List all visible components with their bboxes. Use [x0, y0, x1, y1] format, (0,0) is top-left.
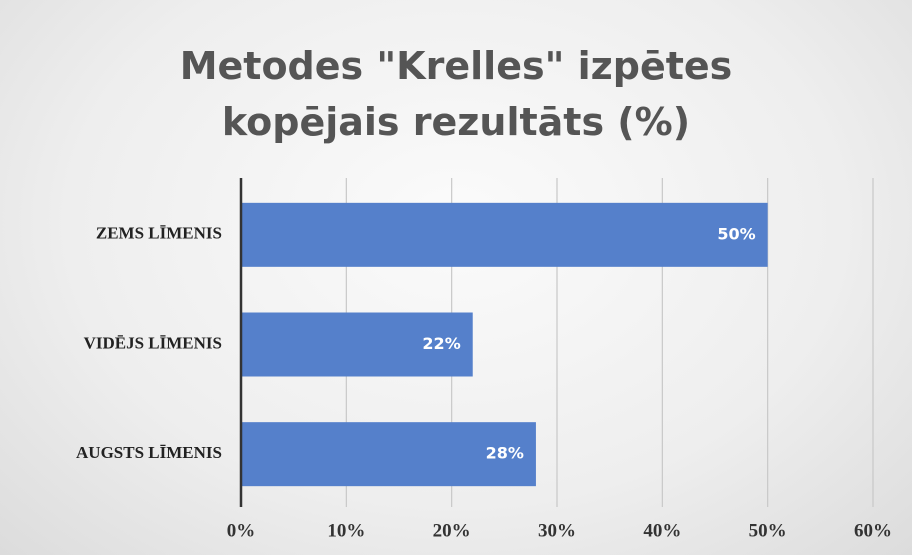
x-tick-label: 30% — [538, 520, 576, 541]
bar — [241, 422, 536, 487]
y-tick-label: AUGSTS LĪMENIS — [76, 443, 222, 462]
bar — [241, 202, 768, 267]
x-tick-label: 20% — [433, 520, 471, 541]
x-tick-label: 50% — [749, 520, 787, 541]
data-label: 50% — [717, 224, 755, 243]
x-tick-label: 10% — [327, 520, 365, 541]
x-tick-label: 0% — [227, 520, 256, 541]
bar — [241, 312, 473, 377]
data-label: 28% — [486, 444, 524, 463]
chart-title: Metodes "Krelles" izpētes kopējais rezul… — [179, 44, 733, 144]
x-tick-label: 60% — [854, 520, 892, 541]
x-tick-label: 40% — [643, 520, 681, 541]
y-tick-label: ZEMS LĪMENIS — [96, 224, 222, 243]
y-tick-label: VIDĒJS LĪMENIS — [84, 333, 222, 352]
data-label: 22% — [422, 334, 460, 353]
